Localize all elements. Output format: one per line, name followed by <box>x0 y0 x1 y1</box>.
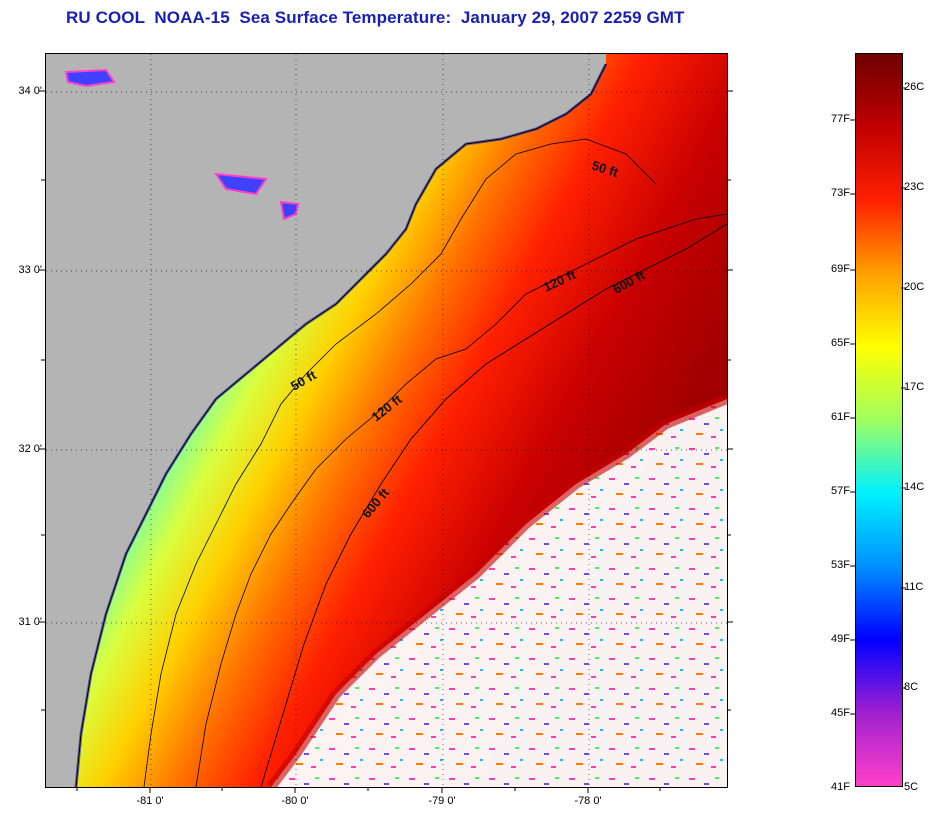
sst-map: 50 ft 120 ft 600 ft 50 ft 120 ft 600 ft <box>45 53 728 788</box>
isobath-600ft <box>260 223 727 787</box>
sst-map-canvas: 50 ft 120 ft 600 ft 50 ft 120 ft 600 ft <box>46 54 727 787</box>
colorbar-label-77f: 77F <box>831 113 850 125</box>
colorbar-label-23c: 23C <box>904 181 925 193</box>
colorbar-label-41f: 41F <box>831 781 850 793</box>
land <box>46 54 606 787</box>
lon-label-78: -78 0' <box>574 795 602 807</box>
colorbar-label-49f: 49F <box>831 633 850 645</box>
cloud-region <box>271 399 727 787</box>
lon-label-79: -79 0' <box>428 795 456 807</box>
colorbar-label-17c: 17C <box>904 381 925 393</box>
lon-label-81: -81 0' <box>136 795 164 807</box>
colorbar-label-14c: 14C <box>904 481 925 493</box>
lat-label-34: 34 0' <box>18 85 42 97</box>
coastline <box>75 63 607 787</box>
cloud-edge <box>267 394 727 787</box>
graticule <box>46 54 727 787</box>
colorbar-label-20c: 20C <box>904 281 925 293</box>
lake <box>64 68 116 88</box>
colorbar-label-11c: 11C <box>904 581 924 593</box>
lat-label-33: 33 0' <box>18 264 42 276</box>
lon-label-80: -80 0' <box>281 795 309 807</box>
colorbar-label-73f: 73F <box>831 187 850 199</box>
colorbar-label-45f: 45F <box>831 707 850 719</box>
colorbar-label-53f: 53F <box>831 559 850 571</box>
colorbar-label-57f: 57F <box>831 485 850 497</box>
colorbar-label-65f: 65F <box>831 337 850 349</box>
lat-label-32: 32 0' <box>18 443 42 455</box>
isobath-50ft <box>143 138 657 787</box>
colorbar-label-69f: 69F <box>831 263 850 275</box>
colorbar-label-26c: 26C <box>904 81 925 93</box>
lat-label-31: 31 0' <box>18 616 42 628</box>
isobath-120ft <box>195 213 727 787</box>
colorbar <box>855 53 903 787</box>
colorbar-label-5c: 5C <box>904 781 919 793</box>
lake <box>213 172 268 196</box>
colorbar-label-8c: 8C <box>904 681 919 693</box>
colorbar-label-61f: 61F <box>831 411 850 423</box>
map-title: RU COOL NOAA-15 Sea Surface Temperature:… <box>66 8 685 27</box>
